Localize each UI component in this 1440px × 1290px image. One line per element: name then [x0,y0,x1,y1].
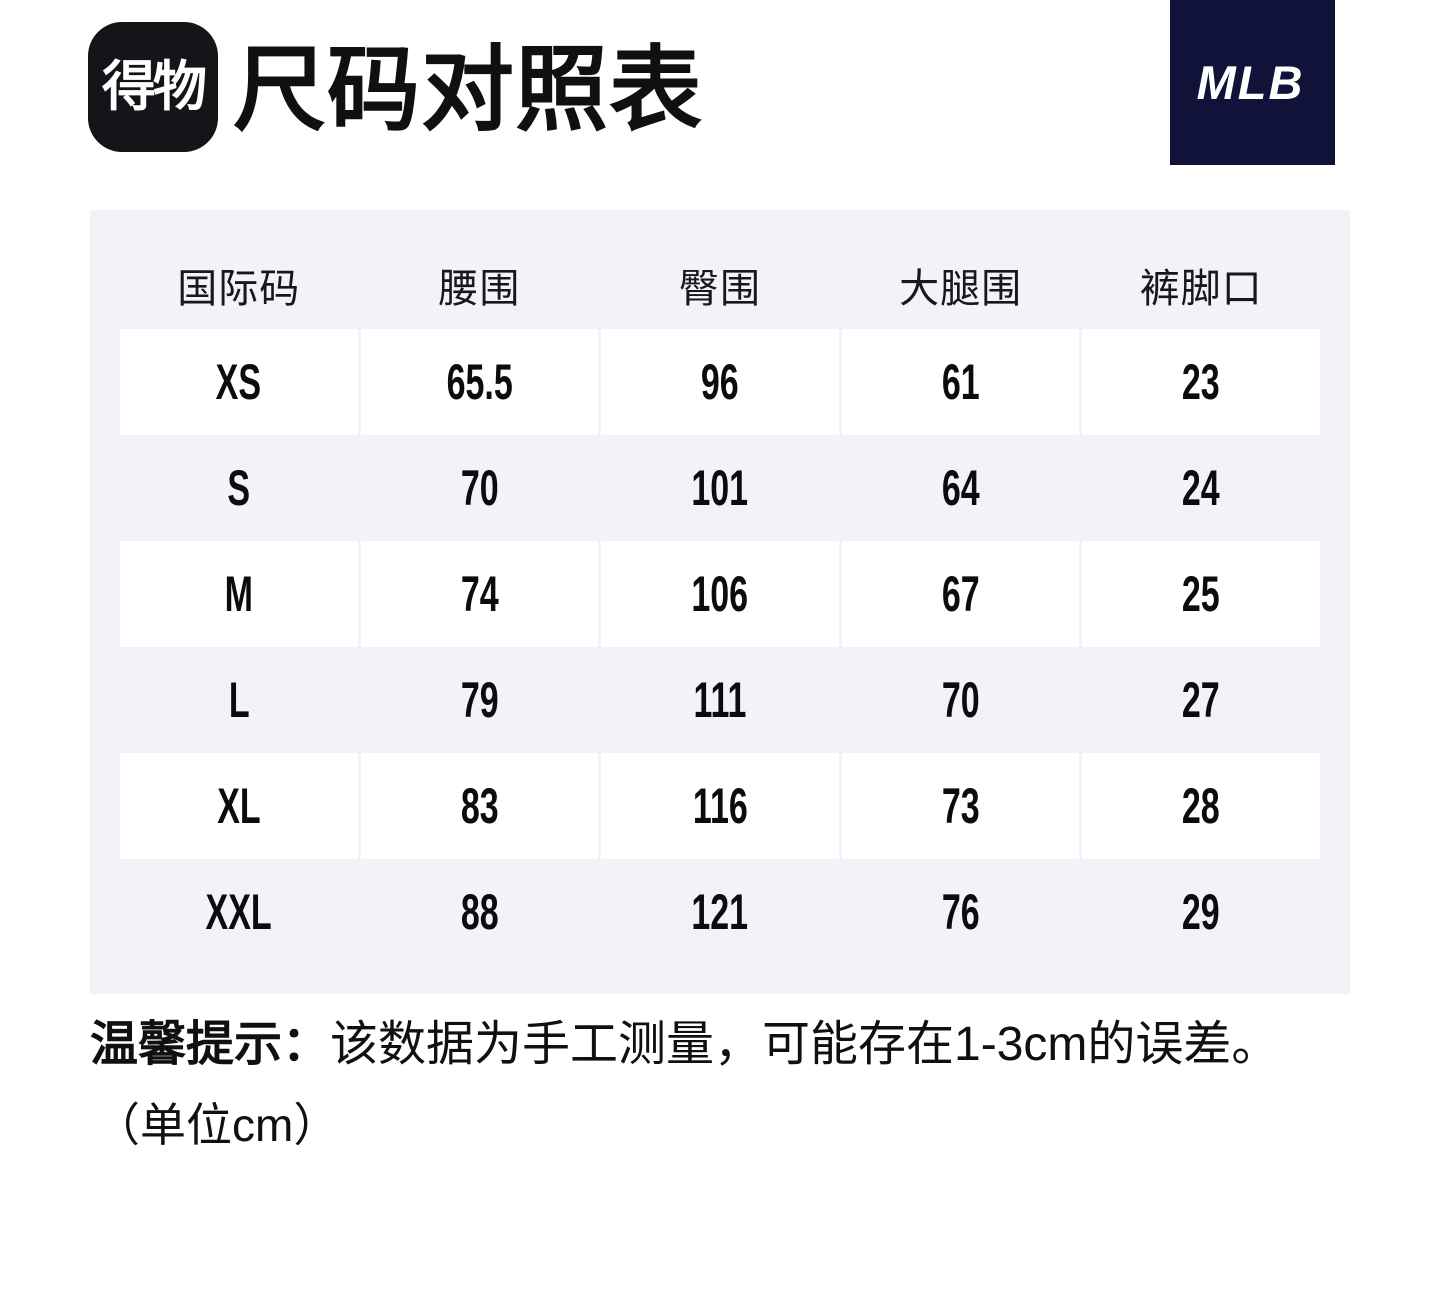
size-label: L [228,672,250,728]
table-cell: 65.5 [360,329,599,435]
size-cell: L [120,647,358,753]
table-cell: 121 [601,859,839,965]
page-title: 尺码对照表 [233,38,703,142]
table-cell: 96 [601,329,839,435]
measure-value: 70 [941,672,980,728]
column-header-label: 腰围 [438,266,521,311]
size-table-grid: 国际码 腰围 臀围 大腿围 裤脚口 XS 65.5 96 61 23 S 70 … [120,240,1320,965]
measure-value: 27 [1182,672,1221,728]
measure-value: 96 [701,354,739,410]
measure-value: 88 [460,884,499,940]
notice-label: 温馨提示： [90,1018,331,1071]
measure-value: 70 [460,460,499,516]
table-cell: 83 [360,753,599,859]
table-cell: 88 [361,859,599,965]
measure-value: 79 [460,672,499,728]
column-header-label: 国际码 [177,266,301,311]
measure-value: 101 [691,460,749,516]
size-cell: XXL [120,859,358,965]
table-cell: 74 [360,541,599,647]
measure-value: 73 [941,778,980,834]
table-cell: 67 [841,541,1080,647]
dewu-logo-text: 得物 [102,57,207,117]
column-header-label: 大腿围 [899,266,1023,311]
size-cell: XL [120,753,358,859]
table-cell: 73 [841,753,1080,859]
measure-value: 83 [460,778,499,834]
measure-value: 24 [1182,460,1221,516]
measure-value: 74 [460,566,499,622]
column-header-thigh: 大腿围 [842,240,1080,329]
table-cell: 101 [601,435,839,541]
column-header-waist: 腰围 [361,240,599,329]
measure-value: 121 [691,884,749,940]
measure-value: 23 [1182,354,1221,410]
table-cell: 24 [1082,435,1320,541]
notice-text: 该数据为手工测量，可能存在1-3cm的误差。 [330,1018,1280,1071]
size-label: M [224,566,253,622]
size-cell: S [120,435,358,541]
table-cell: 116 [601,753,839,859]
dewu-app-logo-icon: 得物 [88,22,218,152]
measure-value: 29 [1182,884,1221,940]
mlb-logo-text: MLB [1196,56,1305,109]
measure-value: 28 [1182,778,1221,834]
size-label: XXL [205,884,272,940]
table-cell: 70 [842,647,1080,753]
measure-value: 65.5 [446,354,513,410]
table-cell: 25 [1082,541,1320,647]
size-table: 国际码 腰围 臀围 大腿围 裤脚口 XS 65.5 96 61 23 S 70 … [90,210,1350,994]
column-header-leg-opening: 裤脚口 [1082,240,1320,329]
measure-value: 67 [941,566,980,622]
table-cell: 79 [361,647,599,753]
column-header-label: 裤脚口 [1139,266,1263,311]
table-cell: 28 [1082,753,1320,859]
measure-value: 64 [941,460,980,516]
table-cell: 27 [1082,647,1320,753]
table-cell: 76 [842,859,1080,965]
measure-value: 25 [1182,566,1221,622]
table-cell: 64 [842,435,1080,541]
size-cell: XS [120,329,358,435]
mlb-brand-logo-icon: MLB [1170,0,1335,165]
table-cell: 61 [841,329,1080,435]
measure-value: 76 [941,884,980,940]
size-cell: M [120,541,358,647]
table-cell: 29 [1082,859,1320,965]
unit-note: （单位cm） [94,1099,340,1151]
measurement-notice: 温馨提示：该数据为手工测量，可能存在1-3cm的误差。 [90,1014,1279,1076]
size-label: XL [217,778,261,834]
measure-value: 106 [691,566,749,622]
column-header-label: 臀围 [678,266,761,311]
measure-value: 111 [693,672,747,728]
column-header-hip: 臀围 [601,240,839,329]
size-label: S [227,460,251,516]
table-cell: 106 [601,541,839,647]
measure-value: 61 [941,354,980,410]
size-label: XS [216,354,262,410]
table-cell: 23 [1082,329,1320,435]
table-cell: 111 [601,647,839,753]
column-header-size: 国际码 [120,240,358,329]
measure-value: 116 [692,778,748,834]
table-cell: 70 [361,435,599,541]
